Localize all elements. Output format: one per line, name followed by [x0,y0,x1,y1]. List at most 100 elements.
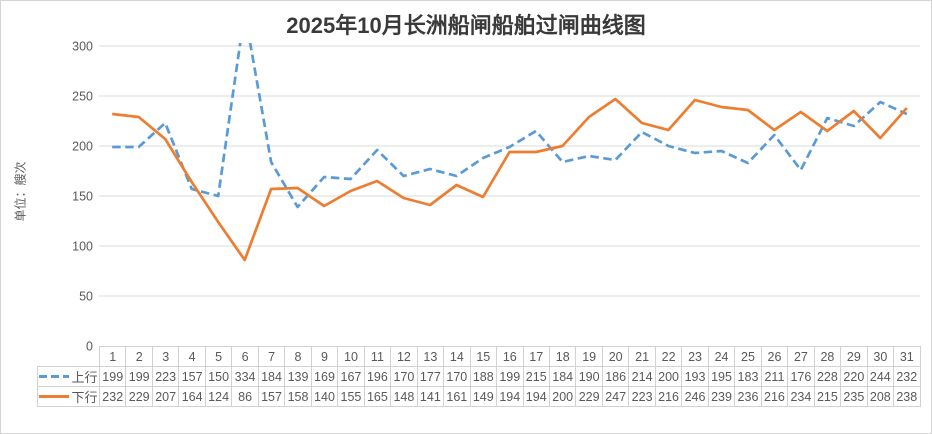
day-header-cell: 10 [337,346,365,367]
upstream-value-cell: 196 [363,366,392,387]
downstream-value-cell: 200 [548,386,577,407]
day-header-cell: 4 [178,346,206,367]
day-header-cell: 22 [654,346,683,367]
downstream-value-cell: 216 [654,386,683,407]
upstream-value-cell: 170 [390,366,418,387]
upstream-value-cell: 157 [178,366,206,387]
day-header-cell: 21 [628,346,656,367]
downstream-value-cell: 124 [204,386,233,407]
upstream-value-cell: 167 [337,366,365,387]
day-header-cell: 24 [707,346,736,367]
upstream-value-cell: 170 [443,366,471,387]
downstream-value-cell: 141 [416,386,445,407]
upstream-value-cell: 223 [151,366,180,387]
table-corner-blank [38,347,100,367]
upstream-value-cell: 177 [416,366,445,387]
downstream-value-cell: 234 [787,386,815,407]
downstream-value-cell: 140 [310,386,339,407]
downstream-value-cell: 158 [284,386,312,407]
downstream-value-cell: 149 [469,386,498,407]
day-header-cell: 19 [575,346,603,367]
upstream-value-cell: 232 [893,366,921,387]
chart-title: 2025年10月长洲船闸船舶过闸曲线图 [286,13,646,38]
downstream-value-cell: 215 [813,386,842,407]
day-header-cell: 5 [204,346,233,367]
day-header-cell: 28 [813,346,842,367]
downstream-value-cell: 232 [98,386,127,407]
chart-data-table: 1 2 3 4 5 6 7 8 9 10 11 12 13 14 15 16 17 18 19 20 21 22 23 24 2… [37,346,921,407]
upstream-value-cell: 199 [98,366,127,387]
upstream-value-cell: 211 [760,366,789,387]
downstream-value-cell: 161 [443,386,471,407]
downstream-value-cell: 207 [151,386,180,407]
gridlines [99,45,920,297]
downstream-value-cell: 238 [893,386,921,407]
legend-item-upstream: 上行 [37,366,100,387]
y-tick-label: 300 [72,40,93,54]
downstream-value-cell: 223 [628,386,656,407]
upstream-value-cell: 186 [601,366,630,387]
day-header-cell: 23 [681,346,709,367]
day-header-cell: 2 [125,346,153,367]
upstream-value-cell: 139 [284,366,312,387]
upstream-value-cell: 184 [257,366,286,387]
upstream-value-cell: 188 [469,366,498,387]
day-header-cell: 11 [363,346,392,367]
downstream-value-cell: 229 [575,386,603,407]
y-axis-unit-label: 单位：艘次 [13,161,28,222]
day-header-cell: 9 [310,346,339,367]
day-header-cell: 29 [840,346,868,367]
upstream-value-cell: 199 [496,366,524,387]
y-tick-label: 100 [72,240,93,254]
day-header-row: 1 2 3 4 5 6 7 8 9 10 11 12 13 14 15 16 17 18 19 20 21 22 23 24 2… [38,346,921,367]
day-header-cell: 14 [443,346,471,367]
legend-label-upstream: 上行 [71,370,98,385]
upstream-value-cell: 169 [310,366,339,387]
day-header-cell: 8 [284,346,312,367]
day-header-cell: 3 [151,346,180,367]
data-table: 1 2 3 4 5 6 7 8 9 10 11 12 13 14 15 16 17 18 19 20 21 22 23 24 2… [37,346,921,407]
downstream-value-cell: 229 [125,386,153,407]
upstream-value-cell: 200 [654,366,683,387]
upstream-value-cell: 176 [787,366,815,387]
y-tick-label: 200 [72,140,93,154]
downstream-value-cell: 148 [390,386,418,407]
day-header-cell: 31 [893,346,921,367]
downstream-value-cell: 86 [231,386,259,407]
day-header-cell: 18 [548,346,577,367]
day-header-cell: 30 [866,346,895,367]
downstream-value-cell: 164 [178,386,206,407]
day-header-cell: 16 [496,346,524,367]
downstream-value-cell: 246 [681,386,709,407]
downstream-value-cell: 216 [760,386,789,407]
downstream-value-cell: 247 [601,386,630,407]
downstream-value-cell: 208 [866,386,895,407]
downstream-line-swatch-icon [39,395,70,398]
day-header-cell: 7 [257,346,286,367]
y-tick-label: 150 [72,190,93,204]
upstream-value-cell: 183 [734,366,762,387]
upstream-row: 上行 199 199 223 157 150 334 184 139 169 167 196 170 17… [37,366,921,387]
legend-label-downstream: 下行 [71,390,98,405]
upstream-value-cell: 244 [866,366,895,387]
day-header-cell: 13 [416,346,445,367]
downstream-value-cell: 194 [522,386,550,407]
day-header-cell: 1 [98,346,127,367]
day-header-cell: 15 [469,346,498,367]
day-header-cell: 17 [522,346,550,367]
y-tick-label: 250 [72,90,93,104]
day-header-cell: 20 [601,346,630,367]
downstream-row: 下行 232 229 207 164 124 86 157 158 140 155 165 148 141… [37,386,921,407]
upstream-value-cell: 193 [681,366,709,387]
upstream-value-cell: 215 [522,366,550,387]
upstream-value-cell: 195 [707,366,736,387]
downstream-value-cell: 235 [840,386,868,407]
upstream-value-cell: 220 [840,366,868,387]
downstream-value-cell: 155 [337,386,365,407]
day-header-cell: 26 [760,346,789,367]
series-line-downstream [112,97,908,262]
y-tick-label: 50 [79,290,93,304]
upstream-value-cell: 334 [231,366,259,387]
upstream-value-cell: 199 [125,366,153,387]
